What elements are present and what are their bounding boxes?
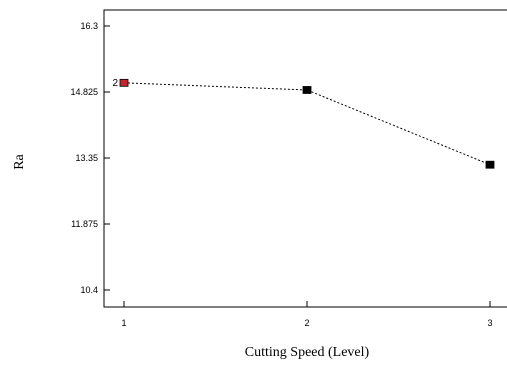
data-point-label: 2 — [112, 78, 118, 89]
annotation-layer: 2 — [112, 78, 118, 89]
data-point — [302, 86, 312, 94]
data-point — [119, 78, 129, 87]
y-axis-ticks: 10.4 11.875 13.35 14.825 16.3 — [70, 21, 110, 295]
y-tick-label: 11.875 — [71, 219, 98, 229]
plot-frame — [103, 9, 507, 308]
y-tick-label: 14.825 — [70, 87, 98, 97]
y-tick-label: 16.3 — [80, 21, 98, 31]
x-tick-label: 1 — [121, 318, 126, 328]
y-tick-label: 10.4 — [80, 285, 98, 295]
y-axis-title: Ra — [12, 153, 27, 169]
series-line — [123, 82, 491, 166]
series-layer — [119, 78, 495, 169]
y-tick-label: 13.35 — [75, 153, 98, 163]
x-axis-ticks: 1 2 3 — [121, 301, 493, 328]
x-tick-label: 2 — [304, 318, 309, 328]
x-tick-label: 3 — [487, 318, 492, 328]
data-point — [485, 160, 495, 169]
x-axis-title: Cutting Speed (Level) — [245, 345, 370, 360]
